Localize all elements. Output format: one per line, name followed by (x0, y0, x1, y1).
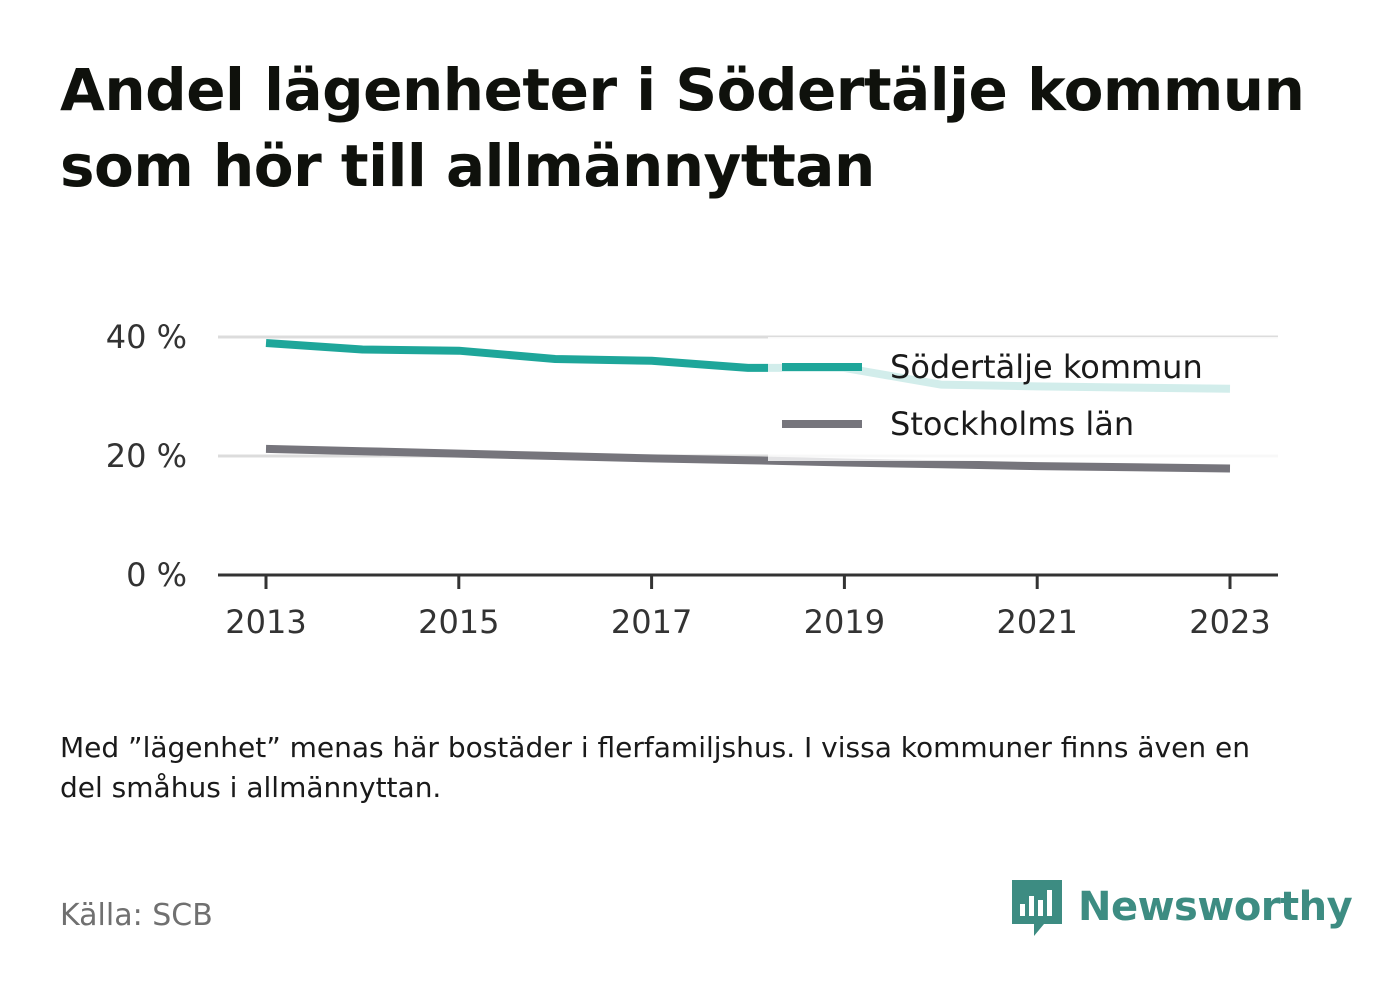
legend-box (768, 337, 1278, 461)
chart-note: Med ”lägenhet” menas här bostäder i fler… (60, 731, 1250, 804)
x-tick-label: 2019 (804, 603, 885, 641)
legend-label: Stockholms län (890, 405, 1134, 443)
legend-label: Södertälje kommun (890, 348, 1203, 386)
y-tick-label: 40 % (106, 318, 187, 356)
x-tick-label: 2023 (1189, 603, 1270, 641)
x-tick-label: 2013 (225, 603, 306, 641)
brand-name: Newsworthy (1078, 884, 1353, 930)
x-tick-label: 2021 (996, 603, 1077, 641)
y-tick-label: 20 % (106, 437, 187, 475)
series-line (265, 444, 1231, 473)
axis-layer: 0 % 20 % 40 % 2013 2015 2017 2019 2021 2023 (106, 318, 1278, 641)
legend: Södertälje kommun Stockholms län (768, 337, 1278, 461)
x-tick-label: 2015 (418, 603, 499, 641)
y-tick-label: 0 % (126, 556, 187, 594)
brand-logo: Newsworthy (1010, 876, 1353, 938)
source-label: Källa: SCB (60, 898, 213, 933)
chart-title: Andel lägenheter i Södertälje kommun som… (60, 56, 1305, 200)
line-chart: 0 % 20 % 40 % 2013 2015 2017 2019 2021 2023 Söde… (106, 318, 1278, 641)
newsworthy-logo-icon (1012, 880, 1062, 936)
x-tick-label: 2017 (611, 603, 692, 641)
